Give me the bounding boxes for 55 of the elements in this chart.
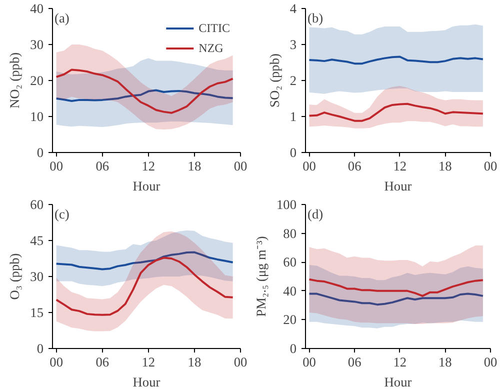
y-tick-label: 40 [30,1,44,16]
y-tick-label: 60 [30,197,44,212]
y-tick-label: 15 [30,305,44,320]
y-axis-title: NO₂ (ppb) [7,52,22,109]
x-tick-label: 00 [50,158,64,174]
legend-label: CITIC [198,20,230,36]
x-tick-label: 00 [302,354,316,370]
x-tick-label: 12 [393,354,407,370]
x-tick-label: 18 [188,354,202,370]
x-tick-label: 06 [348,158,362,174]
x-tick-label: 00 [50,354,64,370]
y-tick-label: 40 [283,283,297,298]
x-tick-label: 12 [393,158,407,174]
y-tick-label: 30 [30,269,44,284]
annotation: (d) [308,206,324,222]
y-tick-label: 10 [30,109,44,124]
y-tick-label: 3 [290,37,297,52]
annotation: (b) [308,10,324,26]
annotation: (a) [54,10,70,26]
x-tick-label: 18 [438,158,452,174]
x-tick-label: 00 [484,158,498,174]
x-tick-label: 12 [142,354,156,370]
x-tick-label: 00 [484,354,498,370]
y-tick-label: 80 [283,226,297,241]
x-tick-label: 06 [348,354,362,370]
y-tick-label: 0 [36,341,44,356]
annotation: (c) [54,206,70,222]
y-axis-title: SO₂ (ppb) [266,54,282,108]
y-tick-label: 2 [290,73,297,88]
y-tick-label: 20 [283,312,297,328]
x-tick-label: 00 [234,354,248,370]
x-tick-label: 18 [188,158,202,174]
x-tick-label: 06 [96,354,110,370]
x-tick-label: 00 [234,158,248,174]
y-tick-label: 1 [290,109,297,124]
x-tick-label: 06 [96,158,110,174]
x-axis-title: Hour [132,178,161,194]
y-tick-label: 60 [283,254,297,270]
x-axis-title: Hour [384,374,412,390]
y-tick-label: 45 [30,233,44,248]
y-axis-title: PM₂.₅ (μg m⁻³) [254,236,269,317]
legend-label: NZG [198,40,224,56]
y-tick-label: 0 [290,145,297,160]
y-tick-label: 0 [36,145,44,160]
y-axis-title: O₃ (ppb) [7,253,22,300]
x-tick-label: 00 [302,158,316,174]
y-tick-label: 30 [30,37,44,52]
x-tick-label: 12 [142,158,156,174]
y-tick-label: 20 [30,73,44,88]
x-axis-title: Hour [384,178,412,194]
y-tick-label: 4 [290,1,297,16]
x-axis-title: Hour [132,374,161,390]
y-tick-label: 0 [290,341,297,356]
x-tick-label: 18 [438,354,452,370]
y-tick-label: 100 [276,197,297,212]
